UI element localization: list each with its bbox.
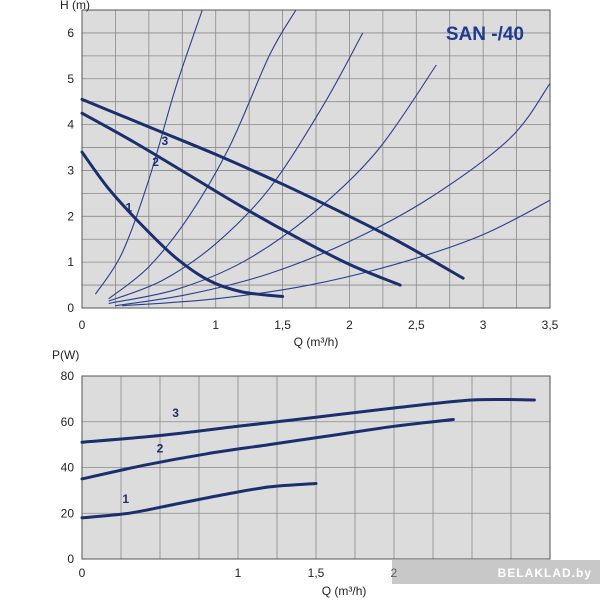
x-tick-label: 1,5 [274,318,291,332]
system-curve [108,32,364,302]
y-tick-label: 6 [67,26,74,40]
plot-frame [81,375,551,560]
x-tick-label: 3 [480,318,487,332]
y-tick-label: 60 [61,415,75,429]
x-tick-label: 1,5 [308,566,325,580]
y-tick-label: 40 [61,461,75,475]
y-tick-label: 1 [67,255,74,269]
series-line-3 [80,397,536,444]
system-curve [94,9,203,295]
series-line-1 [80,150,285,298]
y-tick-label: 2 [67,209,74,223]
y-tick-label: 5 [67,72,74,86]
series-label-2: 2 [152,155,159,169]
x-tick-label: 2 [346,318,353,332]
series-line-2 [80,418,455,481]
series-label-3: 3 [162,134,169,148]
series-label-1: 1 [122,492,129,506]
system-curve [122,199,551,307]
watermark-backdrop [392,560,600,584]
chart-title: SAN -/40 [446,24,524,45]
system-curve [108,9,297,300]
y-tick-label: 3 [67,163,74,177]
x-tick-label: 1 [235,566,242,580]
y-axis-label: H (m) [60,0,90,12]
series-label-2: 2 [157,442,164,456]
series-line-3 [80,97,465,280]
y-tick-label: 0 [67,552,74,566]
y-tick-label: 0 [67,301,74,315]
system-curve [115,83,551,307]
y-tick-label: 4 [67,118,74,132]
y-tick-label: 20 [61,506,75,520]
x-tick-label: 0 [79,318,86,332]
x-tick-label: 0 [79,566,86,580]
series-label-3: 3 [172,406,179,420]
system-curve [108,64,437,304]
x-tick-label: 2,5 [408,318,425,332]
y-tick-label: 80 [61,369,75,383]
series-label-1: 1 [125,201,132,215]
x-axis-label: Q (m³/h) [294,335,339,349]
plot-frame [81,9,551,309]
series-line-1 [80,482,318,520]
x-tick-label: 1 [212,318,219,332]
series-line-2 [80,111,402,287]
y-axis-label: P(W) [52,348,79,362]
watermark-text: BELAKLAD.by [498,566,592,580]
x-axis-label: Q (m³/h) [322,584,367,598]
x-tick-label: 3,5 [542,318,559,332]
